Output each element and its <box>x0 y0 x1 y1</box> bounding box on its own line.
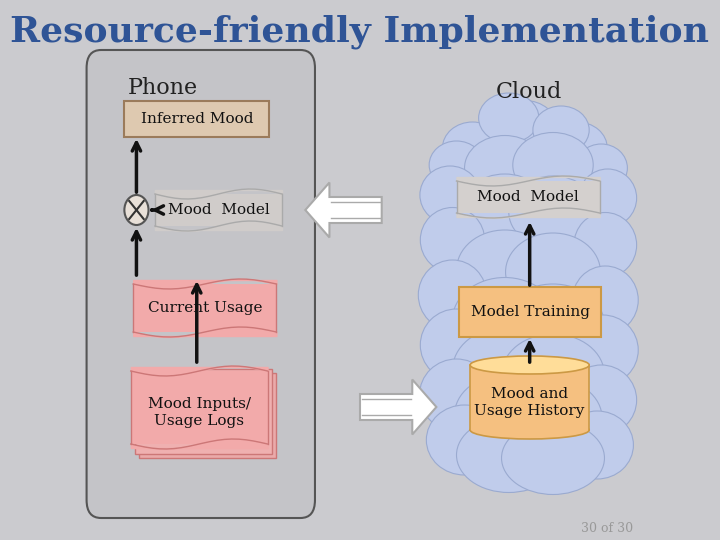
Ellipse shape <box>533 106 589 154</box>
FancyBboxPatch shape <box>131 371 268 444</box>
Ellipse shape <box>492 100 557 156</box>
Ellipse shape <box>579 169 636 227</box>
Ellipse shape <box>470 356 589 374</box>
FancyBboxPatch shape <box>155 194 282 226</box>
Text: Model Training: Model Training <box>471 305 590 319</box>
FancyBboxPatch shape <box>456 181 600 213</box>
Text: Mood  Model: Mood Model <box>477 190 579 204</box>
Polygon shape <box>360 380 436 435</box>
Ellipse shape <box>504 379 602 457</box>
Ellipse shape <box>547 122 607 174</box>
Ellipse shape <box>567 315 638 385</box>
Ellipse shape <box>418 260 487 330</box>
FancyBboxPatch shape <box>125 101 269 137</box>
Ellipse shape <box>456 417 561 492</box>
Ellipse shape <box>505 233 600 311</box>
Text: Mood and
Usage History: Mood and Usage History <box>474 387 585 417</box>
FancyBboxPatch shape <box>459 287 601 337</box>
Ellipse shape <box>572 266 638 334</box>
Ellipse shape <box>470 421 589 439</box>
Ellipse shape <box>464 136 545 200</box>
Ellipse shape <box>420 207 485 273</box>
Ellipse shape <box>513 132 593 198</box>
Ellipse shape <box>509 176 597 248</box>
Ellipse shape <box>442 122 503 174</box>
Ellipse shape <box>461 174 549 246</box>
Text: Cloud: Cloud <box>495 81 562 103</box>
Ellipse shape <box>502 334 605 416</box>
Text: Mood  Model: Mood Model <box>168 203 269 217</box>
Ellipse shape <box>426 405 503 475</box>
Circle shape <box>125 195 148 225</box>
Ellipse shape <box>574 213 636 278</box>
Ellipse shape <box>575 144 627 192</box>
Text: Mood Inputs/
Usage Logs: Mood Inputs/ Usage Logs <box>148 397 251 428</box>
Ellipse shape <box>420 309 492 381</box>
FancyBboxPatch shape <box>139 373 276 458</box>
Ellipse shape <box>456 230 553 310</box>
Polygon shape <box>470 365 589 430</box>
Text: 30 of 30: 30 of 30 <box>581 522 634 535</box>
Text: Current Usage: Current Usage <box>148 301 262 315</box>
Ellipse shape <box>420 359 493 431</box>
Ellipse shape <box>429 141 484 189</box>
FancyBboxPatch shape <box>133 284 276 332</box>
Ellipse shape <box>561 411 634 479</box>
Ellipse shape <box>454 375 555 455</box>
FancyBboxPatch shape <box>135 369 271 454</box>
Text: Inferred Mood: Inferred Mood <box>140 112 253 126</box>
Text: Phone: Phone <box>128 77 198 99</box>
Ellipse shape <box>479 93 539 143</box>
Ellipse shape <box>502 284 605 366</box>
Ellipse shape <box>420 166 480 224</box>
Polygon shape <box>305 183 382 238</box>
Text: Resource-friendly Implementation: Resource-friendly Implementation <box>11 15 709 49</box>
Ellipse shape <box>452 327 557 413</box>
Ellipse shape <box>502 422 605 495</box>
FancyBboxPatch shape <box>86 50 315 518</box>
Ellipse shape <box>452 278 557 362</box>
Ellipse shape <box>566 365 636 435</box>
